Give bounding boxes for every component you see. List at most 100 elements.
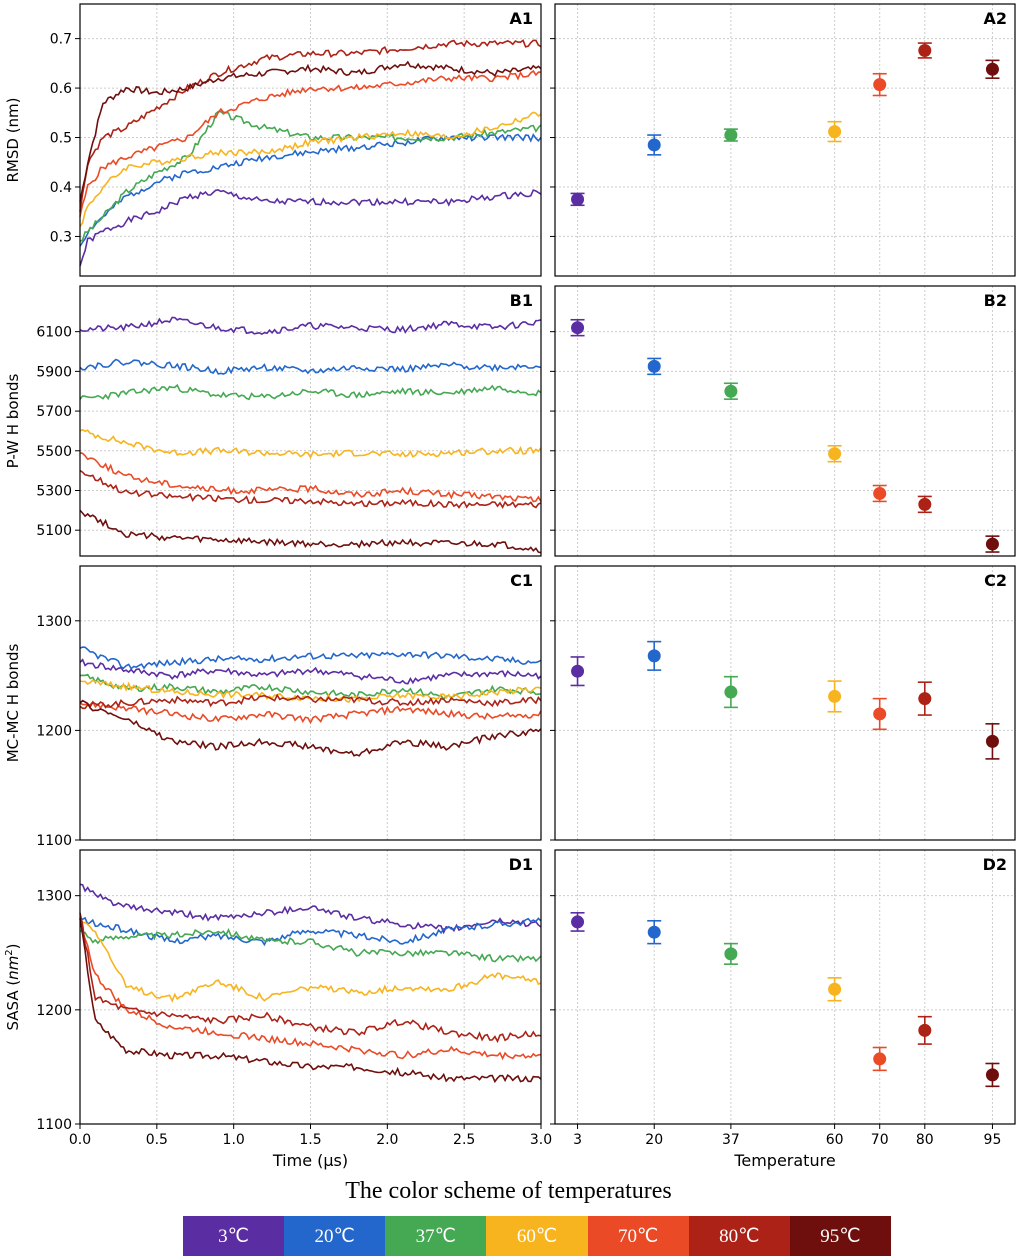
series-line-3c bbox=[79, 316, 542, 336]
panel-label: C2 bbox=[984, 571, 1007, 590]
y-tick-label: 1300 bbox=[36, 889, 72, 905]
x-tick-label: 1.0 bbox=[223, 1132, 245, 1148]
y-axis-label: RMSD (nm) bbox=[4, 97, 22, 182]
data-point-20 bbox=[647, 359, 661, 373]
y-tick-label: 1200 bbox=[36, 723, 72, 739]
panel-label: A2 bbox=[983, 9, 1007, 28]
plot-frame bbox=[79, 285, 542, 557]
y-axis-label: P-W H bonds bbox=[4, 373, 22, 468]
series-line-95c bbox=[79, 60, 542, 202]
y-tick-label: 5700 bbox=[36, 404, 72, 420]
legend-item-37c: 37℃ bbox=[385, 1216, 487, 1256]
plot-frame bbox=[79, 849, 542, 1125]
panel-label: D2 bbox=[983, 855, 1007, 874]
data-point-3 bbox=[571, 915, 585, 929]
series-line-70c bbox=[79, 918, 542, 1061]
data-point-37 bbox=[724, 128, 738, 142]
series-line-80c bbox=[79, 469, 542, 509]
series-line-80c bbox=[79, 912, 542, 1044]
plot-frame bbox=[554, 285, 1016, 557]
series-line-95c bbox=[79, 699, 542, 757]
y-axis-label: SASA (nm2) bbox=[4, 943, 22, 1030]
x-tick-label: 70 bbox=[871, 1132, 889, 1148]
x-tick-label: 2.5 bbox=[453, 1132, 475, 1148]
x-tick-label: 80 bbox=[916, 1132, 934, 1148]
y-tick-label: 0.3 bbox=[50, 229, 72, 245]
data-point-37 bbox=[724, 947, 738, 961]
data-point-20 bbox=[647, 649, 661, 663]
plot-frame bbox=[554, 3, 1016, 277]
series-line-3c bbox=[79, 189, 542, 267]
series-line-20c bbox=[79, 358, 542, 375]
legend-item-3c: 3℃ bbox=[183, 1216, 285, 1256]
x-tick-label: 3 bbox=[573, 1132, 582, 1148]
data-point-80 bbox=[918, 497, 932, 511]
data-point-80 bbox=[918, 692, 932, 706]
panel-label: D1 bbox=[509, 855, 533, 874]
data-point-80 bbox=[918, 43, 932, 57]
x-tick-label: 2.0 bbox=[376, 1132, 398, 1148]
legend-item-20c: 20℃ bbox=[284, 1216, 386, 1256]
series-line-37c bbox=[79, 673, 542, 701]
x-tick-label: 1.5 bbox=[299, 1132, 321, 1148]
series-line-37c bbox=[79, 383, 542, 401]
y-tick-label: 5100 bbox=[36, 523, 72, 539]
panel-b1: 5100 5300 5500 5700 5900 6100 P-W H bonds B1 bbox=[4, 285, 542, 557]
data-point-3 bbox=[571, 321, 585, 335]
panel-a1: 0.3 0.4 0.5 0.6 0.7 RMSD (nm) A1 bbox=[4, 3, 542, 277]
panel-label: A1 bbox=[509, 9, 533, 28]
y-tick-label: 5300 bbox=[36, 483, 72, 499]
data-point-70 bbox=[873, 486, 887, 500]
y-tick-label: 1100 bbox=[36, 1117, 72, 1133]
legend-item-70c: 70℃ bbox=[587, 1216, 689, 1256]
y-tick-label: 0.7 bbox=[50, 32, 72, 48]
x-tick-label: 20 bbox=[645, 1132, 663, 1148]
panel-d2: 3 20 37 60 70 80 95 D2 Temperature bbox=[550, 849, 1016, 1170]
plot-frame bbox=[79, 565, 542, 841]
series-line-20c bbox=[79, 646, 542, 670]
figure: 0.3 0.4 0.5 0.6 0.7 RMSD (nm) A1 A2 5100 5300 5500… bbox=[4, 3, 1016, 1170]
y-tick-label: 1300 bbox=[36, 614, 72, 630]
plot-frame bbox=[554, 849, 1016, 1125]
data-point-20 bbox=[647, 925, 661, 939]
data-point-37 bbox=[724, 384, 738, 398]
y-tick-label: 5500 bbox=[36, 444, 72, 460]
series-line-70c bbox=[79, 700, 542, 725]
series-line-95c bbox=[79, 509, 542, 554]
data-point-95 bbox=[985, 62, 999, 76]
data-point-60 bbox=[828, 689, 842, 703]
data-point-70 bbox=[873, 1052, 887, 1066]
x-axis-label: Temperature bbox=[733, 1151, 835, 1170]
series-line-80c bbox=[79, 39, 542, 212]
series-line-70c bbox=[79, 69, 542, 217]
y-tick-label: 1100 bbox=[36, 833, 72, 849]
data-point-95 bbox=[985, 537, 999, 551]
series-line-20c bbox=[79, 916, 542, 947]
x-axis-label: Time (μs) bbox=[272, 1151, 348, 1170]
x-tick-label: 3.0 bbox=[530, 1132, 552, 1148]
y-tick-label: 6100 bbox=[36, 325, 72, 341]
x-tick-label: 37 bbox=[722, 1132, 740, 1148]
series-line-60c bbox=[79, 428, 542, 460]
data-point-70 bbox=[873, 78, 887, 92]
series-line-60c bbox=[79, 111, 542, 227]
x-tick-label: 60 bbox=[826, 1132, 844, 1148]
panel-b2: B2 bbox=[550, 285, 1016, 557]
panel-label: C1 bbox=[510, 571, 533, 590]
temperature-legend: 3℃ 20℃ 37℃ 60℃ 70℃ 80℃ 95℃ bbox=[183, 1216, 891, 1256]
plot-frame bbox=[554, 565, 1016, 841]
x-tick-label: 0.0 bbox=[69, 1132, 91, 1148]
series-line-3c bbox=[79, 658, 542, 685]
panel-label: B2 bbox=[984, 291, 1007, 310]
y-axis-label: MC-MC H bonds bbox=[4, 644, 22, 763]
data-point-20 bbox=[647, 138, 661, 152]
y-tick-label: 1200 bbox=[36, 1003, 72, 1019]
series-line-60c bbox=[79, 918, 542, 1003]
legend-item-80c: 80℃ bbox=[688, 1216, 790, 1256]
data-point-95 bbox=[985, 1068, 999, 1082]
x-tick-label: 0.5 bbox=[146, 1132, 168, 1148]
plot-frame bbox=[79, 3, 542, 277]
y-tick-label: 0.4 bbox=[50, 180, 72, 196]
y-tick-label: 5900 bbox=[36, 364, 72, 380]
panel-label: B1 bbox=[510, 291, 533, 310]
